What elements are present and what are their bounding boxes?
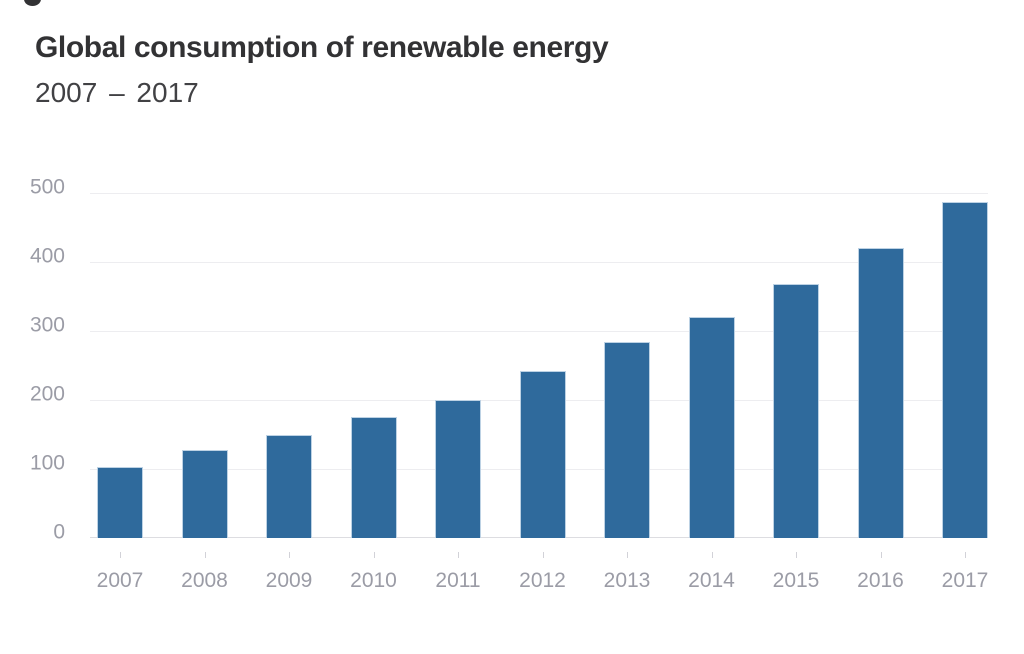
x-axis-label-2011: 2011 bbox=[435, 569, 481, 592]
y-axis-label-300: 300 bbox=[29, 313, 65, 337]
x-axis-tick-2007 bbox=[120, 552, 121, 558]
chart-title: Global consumption of renewable energy bbox=[35, 31, 609, 64]
x-axis-label-2016: 2016 bbox=[857, 569, 904, 592]
x-axis-tick-2015 bbox=[796, 552, 797, 558]
x-axis-tick-2008 bbox=[204, 552, 206, 558]
x-axis-tick-2016 bbox=[880, 552, 882, 558]
bar-2014 bbox=[688, 316, 735, 538]
bar-2012 bbox=[519, 371, 566, 538]
x-axis-tick-2010 bbox=[373, 552, 375, 558]
x-axis-label-2010: 2010 bbox=[350, 569, 397, 592]
bar-2013 bbox=[604, 342, 650, 538]
bar-2011 bbox=[435, 400, 481, 538]
bar-2017 bbox=[942, 202, 988, 538]
plot-area: 0 100 200 300 400 500 2007 2008 2009 2010 2011 2012… bbox=[30, 177, 988, 592]
x-axis-tick-2013 bbox=[627, 552, 628, 558]
cropped-glyph-artifact bbox=[24, 0, 41, 6]
x-axis-label-2014: 2014 bbox=[688, 569, 735, 592]
chart-subtitle: 2007 – 2017 bbox=[35, 77, 199, 108]
bar-2016 bbox=[857, 248, 904, 538]
bar-2015 bbox=[773, 284, 819, 538]
x-axis-label-2007: 2007 bbox=[96, 569, 144, 592]
x-axis-label-2017: 2017 bbox=[941, 569, 989, 592]
y-axis-label-500: 500 bbox=[29, 175, 65, 199]
x-axis-tick-2012 bbox=[542, 552, 544, 558]
x-axis-tick-2014 bbox=[711, 552, 713, 558]
gridline-300 bbox=[90, 331, 988, 332]
x-axis-label-2009: 2009 bbox=[265, 569, 313, 592]
bar-2009 bbox=[266, 434, 312, 538]
y-axis-label-0: 0 bbox=[53, 520, 65, 544]
gridline-500 bbox=[90, 193, 988, 194]
x-axis-tick-2011 bbox=[458, 552, 459, 558]
bar-2010 bbox=[350, 417, 397, 538]
y-axis-label-100: 100 bbox=[29, 451, 65, 475]
x-axis-label-2015: 2015 bbox=[772, 569, 820, 592]
bar-2008 bbox=[181, 450, 228, 538]
x-axis-label-2008: 2008 bbox=[181, 569, 228, 592]
x-axis-tick-2009 bbox=[289, 552, 290, 558]
x-axis-label-2013: 2013 bbox=[603, 569, 651, 592]
gridline-400 bbox=[90, 262, 988, 263]
y-axis-label-400: 400 bbox=[29, 244, 65, 268]
bar-2007 bbox=[97, 466, 143, 538]
x-axis-label-2012: 2012 bbox=[519, 569, 566, 592]
y-axis-label-200: 200 bbox=[29, 382, 65, 406]
x-axis-tick-2017 bbox=[965, 552, 966, 558]
